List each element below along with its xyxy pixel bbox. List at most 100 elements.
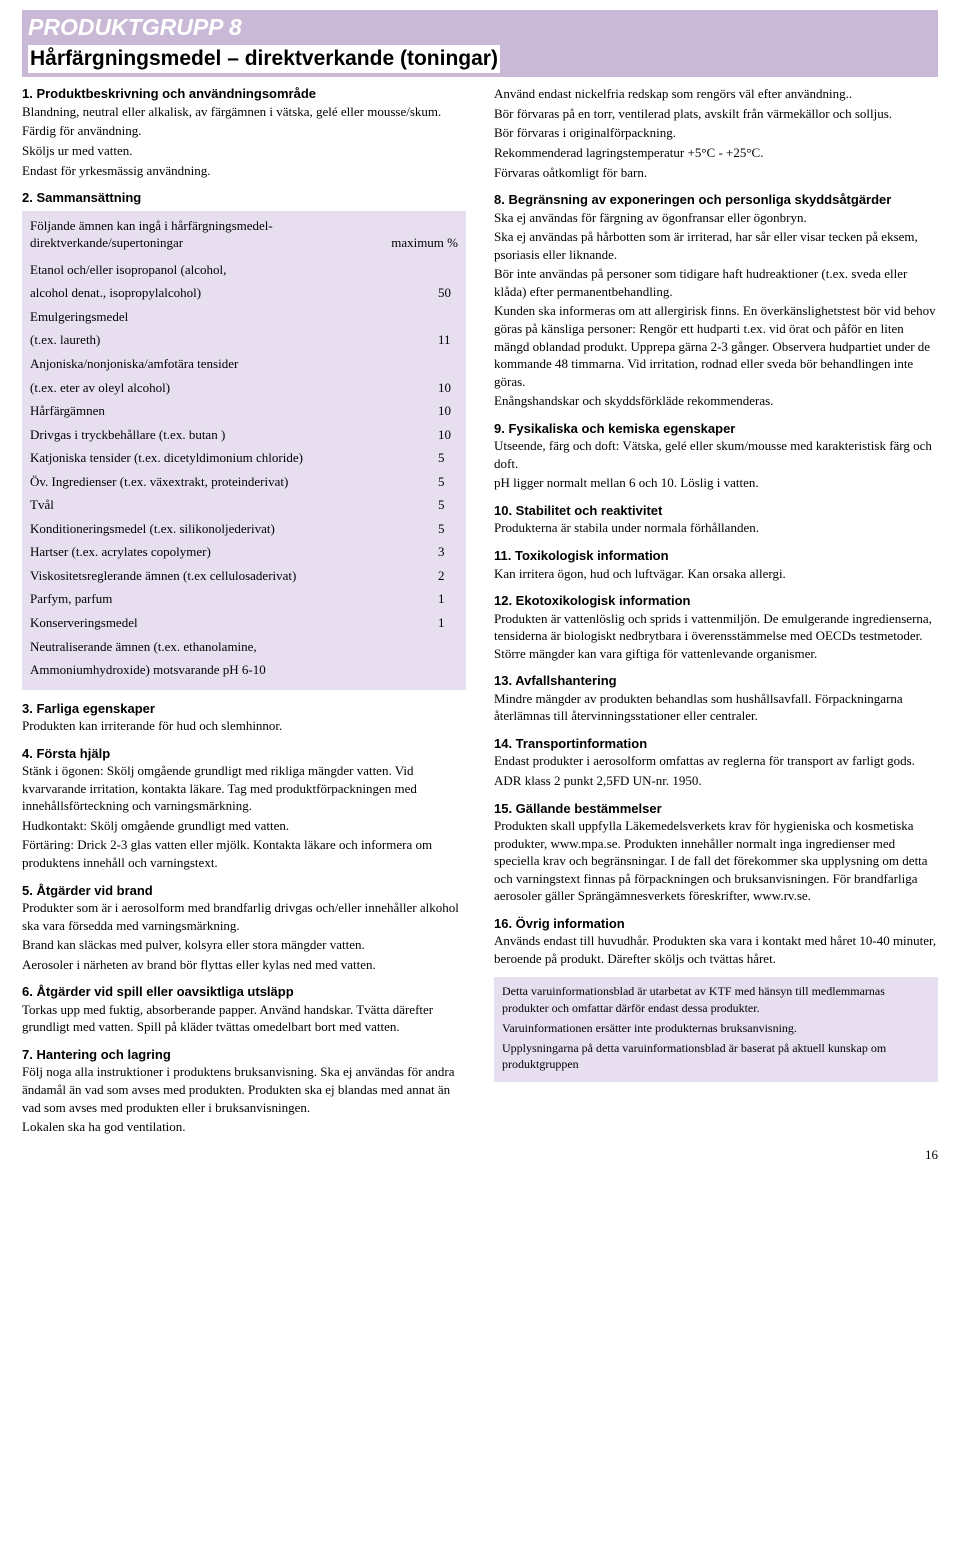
section-heading: 12. Ekotoxikologisk information — [494, 592, 938, 610]
body-text: pH ligger normalt mellan 6 och 10. Lösli… — [494, 474, 938, 492]
table-row: (t.ex. eter av oleyl alcohol)10 — [30, 376, 458, 400]
body-text: maximum % — [391, 234, 458, 252]
body-text: Rekommenderad lagringstemperatur +5°C - … — [494, 144, 938, 162]
section-heading: 9. Fysikaliska och kemiska egenskaper — [494, 420, 938, 438]
ingredient-value — [432, 635, 458, 659]
body-text: Enångshandskar och skyddsförkläde rekomm… — [494, 392, 938, 410]
table-row: Emulgeringsmedel — [30, 305, 458, 329]
table-row: Hårfärgämnen10 — [30, 399, 458, 423]
ingredient-value: 11 — [432, 328, 458, 352]
ingredient-value: 5 — [432, 470, 458, 494]
body-text: Bör förvaras på en torr, ventilerad plat… — [494, 105, 938, 123]
body-text: Produkter som är i aerosolform med brand… — [22, 899, 466, 934]
section-heading: 5. Åtgärder vid brand — [22, 882, 466, 900]
body-text: Kan irritera ögon, hud och luftvägar. Ka… — [494, 565, 938, 583]
header-band: PRODUKTGRUPP 8 Hårfärgningsmedel – direk… — [22, 10, 938, 77]
body-text: Bör förvaras i originalförpackning. — [494, 124, 938, 142]
ingredient-value: 10 — [432, 423, 458, 447]
table-row: Viskositetsreglerande ämnen (t.ex cellul… — [30, 564, 458, 588]
footer-text: Varuinformationen ersätter inte produkte… — [502, 1020, 930, 1036]
body-text: Ska ej användas på hårbotten som är irri… — [494, 228, 938, 263]
footer-box: Detta varuinformationsblad är utarbetat … — [494, 977, 938, 1082]
ingredient-name: Hartser (t.ex. acrylates copolymer) — [30, 540, 432, 564]
footer-text: Detta varuinformationsblad är utarbetat … — [502, 983, 930, 1015]
composition-intro: Följande ämnen kan ingå i hårfärgningsme… — [30, 217, 458, 252]
ingredient-name: Viskositetsreglerande ämnen (t.ex cellul… — [30, 564, 432, 588]
table-row: alcohol denat., isopropylalcohol)50 — [30, 281, 458, 305]
ingredient-name: (t.ex. eter av oleyl alcohol) — [30, 376, 432, 400]
body-text: Följande ämnen kan ingå i hårfärgningsme… — [30, 217, 458, 235]
section-heading: 7. Hantering och lagring — [22, 1046, 466, 1064]
ingredient-name: Konserveringsmedel — [30, 611, 432, 635]
body-text: Endast för yrkesmässig användning. — [22, 162, 466, 180]
body-text: Bör inte användas på personer som tidiga… — [494, 265, 938, 300]
doc-title: Hårfärgningsmedel – direktverkande (toni… — [28, 45, 500, 73]
ingredient-value: 5 — [432, 493, 458, 517]
body-text: Sköljs ur med vatten. — [22, 142, 466, 160]
body-text: Produkten är vattenlöslig och sprids i v… — [494, 610, 938, 663]
table-row: (t.ex. laureth)11 — [30, 328, 458, 352]
ingredient-name: Etanol och/eller isopropanol (alcohol, — [30, 258, 432, 282]
ingredient-value: 1 — [432, 587, 458, 611]
table-row: Neutraliserande ämnen (t.ex. ethanolamin… — [30, 635, 458, 659]
content-columns: 1. Produktbeskrivning och användningsomr… — [22, 85, 938, 1137]
body-text: Ska ej användas för färgning av ögonfran… — [494, 209, 938, 227]
section-heading: 15. Gällande bestämmelser — [494, 800, 938, 818]
section-heading: 4. Första hjälp — [22, 745, 466, 763]
body-text: Produkten kan irriterande för hud och sl… — [22, 717, 466, 735]
body-text: Lokalen ska ha god ventilation. — [22, 1118, 466, 1136]
table-row: Drivgas i tryckbehållare (t.ex. butan )1… — [30, 423, 458, 447]
body-text: Torkas upp med fuktig, absorberande papp… — [22, 1001, 466, 1036]
body-text: Använd endast nickelfria redskap som ren… — [494, 85, 938, 103]
body-text: Brand kan släckas med pulver, kolsyra el… — [22, 936, 466, 954]
section-heading: 14. Transportinformation — [494, 735, 938, 753]
ingredient-name: (t.ex. laureth) — [30, 328, 432, 352]
body-text: Följ noga alla instruktioner i produkten… — [22, 1063, 466, 1116]
ingredient-value: 5 — [432, 446, 458, 470]
ingredient-name: Katjoniska tensider (t.ex. dicetyldimoni… — [30, 446, 432, 470]
ingredient-name: Emulgeringsmedel — [30, 305, 432, 329]
table-row: Katjoniska tensider (t.ex. dicetyldimoni… — [30, 446, 458, 470]
ingredient-name: Parfym, parfum — [30, 587, 432, 611]
body-text: Produkten skall uppfylla Läkemedelsverke… — [494, 817, 938, 905]
ingredient-name: Drivgas i tryckbehållare (t.ex. butan ) — [30, 423, 432, 447]
ingredient-value — [432, 658, 458, 682]
body-text: Produkterna är stabila under normala för… — [494, 519, 938, 537]
ingredient-value: 3 — [432, 540, 458, 564]
body-text: Aerosoler i närheten av brand bör flytta… — [22, 956, 466, 974]
composition-header-row: direktverkande/supertoningar maximum % — [30, 234, 458, 252]
ingredient-name: alcohol denat., isopropylalcohol) — [30, 281, 432, 305]
ingredient-name: Tvål — [30, 493, 432, 517]
ingredient-value: 2 — [432, 564, 458, 588]
table-row: Ammoniumhydroxide) motsvarande pH 6-10 — [30, 658, 458, 682]
section-heading: 13. Avfallshantering — [494, 672, 938, 690]
ingredient-name: Hårfärgämnen — [30, 399, 432, 423]
ingredient-value — [432, 258, 458, 282]
left-column: 1. Produktbeskrivning och användningsomr… — [22, 85, 466, 1137]
section-heading: 8. Begränsning av exponeringen och perso… — [494, 191, 938, 209]
ingredient-value: 1 — [432, 611, 458, 635]
section-heading: 11. Toxikologisk information — [494, 547, 938, 565]
ingredient-name: Anjoniska/nonjoniska/amfotära tensider — [30, 352, 432, 376]
ingredient-value: 50 — [432, 281, 458, 305]
table-row: Tvål5 — [30, 493, 458, 517]
group-title: PRODUKTGRUPP 8 — [28, 12, 932, 43]
ingredient-value: 5 — [432, 517, 458, 541]
composition-table: Etanol och/eller isopropanol (alcohol,al… — [30, 258, 458, 682]
body-text: Hudkontakt: Skölj omgående grundligt med… — [22, 817, 466, 835]
page-number: 16 — [22, 1146, 938, 1164]
footer-text: Upplysningarna på detta varuinformations… — [502, 1040, 930, 1072]
body-text: direktverkande/supertoningar — [30, 234, 183, 252]
ingredient-name: Konditioneringsmedel (t.ex. silikonoljed… — [30, 517, 432, 541]
body-text: Förtäring: Drick 2-3 glas vatten eller m… — [22, 836, 466, 871]
section-heading: 16. Övrig information — [494, 915, 938, 933]
composition-box: Följande ämnen kan ingå i hårfärgningsme… — [22, 211, 466, 690]
table-row: Anjoniska/nonjoniska/amfotära tensider — [30, 352, 458, 376]
ingredient-value: 10 — [432, 376, 458, 400]
section-heading: 2. Sammansättning — [22, 189, 466, 207]
ingredient-value — [432, 352, 458, 376]
body-text: Kunden ska informeras om att allergirisk… — [494, 302, 938, 390]
table-row: Parfym, parfum1 — [30, 587, 458, 611]
body-text: Stänk i ögonen: Skölj omgående grundligt… — [22, 762, 466, 815]
section-heading: 3. Farliga egenskaper — [22, 700, 466, 718]
